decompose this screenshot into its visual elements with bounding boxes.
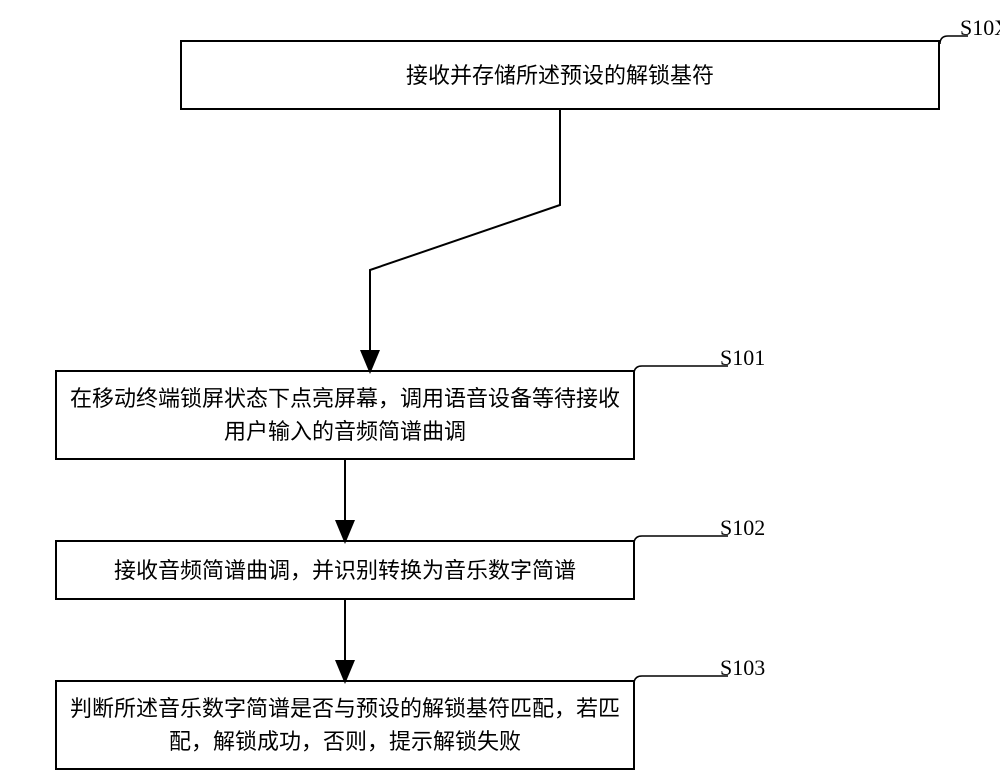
label-s101: S101 [720, 345, 765, 371]
step-s102-text: 接收音频简谱曲调，并识别转换为音乐数字简谱 [114, 554, 576, 587]
diagram-canvas: 接收并存储所述预设的解锁基符 在移动终端锁屏状态下点亮屏幕，调用语音设备等待接收… [0, 0, 1000, 780]
label-s10x: S10X [960, 15, 1000, 41]
step-s103-text: 判断所述音乐数字简谱是否与预设的解锁基符匹配，若匹配，解锁成功，否则，提示解锁失… [69, 692, 621, 758]
step-s10x-box: 接收并存储所述预设的解锁基符 [180, 40, 940, 110]
arrow-a_s10x_s101 [370, 110, 560, 370]
step-s103-box: 判断所述音乐数字简谱是否与预设的解锁基符匹配，若匹配，解锁成功，否则，提示解锁失… [55, 680, 635, 770]
step-s10x-text: 接收并存储所述预设的解锁基符 [406, 59, 714, 92]
leader-ld101 [634, 366, 728, 374]
leader-ld103 [634, 676, 728, 684]
step-s101-box: 在移动终端锁屏状态下点亮屏幕，调用语音设备等待接收用户输入的音频简谱曲调 [55, 370, 635, 460]
leader-ld102 [634, 536, 728, 544]
step-s102-box: 接收音频简谱曲调，并识别转换为音乐数字简谱 [55, 540, 635, 600]
label-s102: S102 [720, 515, 765, 541]
label-s103: S103 [720, 655, 765, 681]
step-s101-text: 在移动终端锁屏状态下点亮屏幕，调用语音设备等待接收用户输入的音频简谱曲调 [69, 382, 621, 448]
